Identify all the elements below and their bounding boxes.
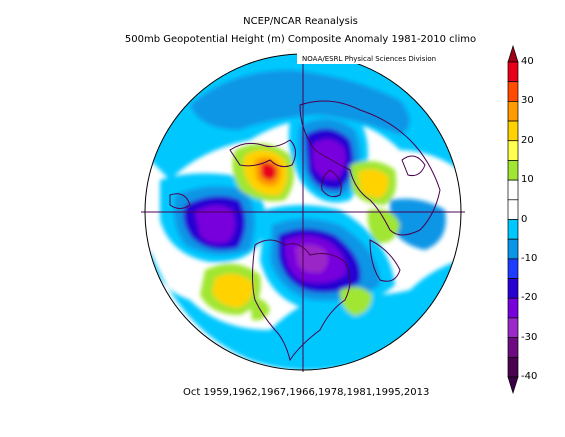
colorbar-tick-label: 40	[521, 56, 534, 67]
colorbar-bottom-arrow	[507, 376, 519, 395]
colorbar-swatch	[507, 160, 519, 181]
colorbar-tick-label: -40	[521, 371, 538, 382]
colorbar-tick-label: 0	[521, 213, 528, 225]
credit-box	[297, 50, 462, 64]
colorbar-swatch	[507, 101, 519, 122]
colorbar-swatch	[507, 356, 519, 378]
colorbar-tick-label: -20	[521, 292, 538, 304]
colorbar-swatch	[507, 140, 519, 161]
colorbar-tick-label: 20	[521, 134, 534, 146]
colorbar-swatch	[507, 238, 519, 260]
anomaly-neg30-pacific	[195, 205, 236, 244]
anomaly-pos20-eastpacific	[212, 273, 253, 308]
colorbar-swatch	[507, 120, 519, 142]
colorbar-swatch	[507, 81, 519, 102]
colorbar-swatch	[507, 199, 519, 220]
coastlines	[169, 100, 441, 362]
colorbar-tick-label: -10	[521, 252, 538, 264]
colorbar-swatch	[507, 258, 519, 279]
anomaly-pos20-europe	[358, 169, 389, 198]
anomaly-pos10-east	[367, 209, 400, 244]
credit-label: NOAA/ESRL Physical Sciences Division	[302, 55, 437, 63]
colorbar-swatch	[507, 278, 519, 299]
colorbar-swatch	[507, 337, 519, 358]
colorbar-swatch	[507, 179, 519, 201]
anomaly-pos40-alaska	[261, 162, 277, 181]
anomaly-neg10-outer-south	[150, 250, 460, 370]
anomaly-neg15-north	[190, 70, 410, 135]
colorbar-swatch	[507, 219, 519, 240]
colorbar-tick-label: 10	[521, 174, 534, 186]
colorbar-tick-label: -30	[521, 331, 538, 343]
map-title: NCEP/NCAR Reanalysis	[243, 16, 358, 27]
composite-dates: Oct 1959,1962,1967,1966,1978,1981,1995,2…	[183, 387, 430, 398]
colorbar-swatch	[507, 61, 519, 83]
colorbar-tick-label: 30	[521, 95, 534, 107]
colorbar-top-arrow	[507, 44, 519, 63]
colorbar-swatch	[507, 317, 519, 338]
colorbar-swatch	[507, 297, 519, 319]
anomaly-neg30-siberia	[312, 139, 346, 180]
map-subtitle: 500mb Geopotential Height (m) Composite …	[124, 34, 477, 45]
